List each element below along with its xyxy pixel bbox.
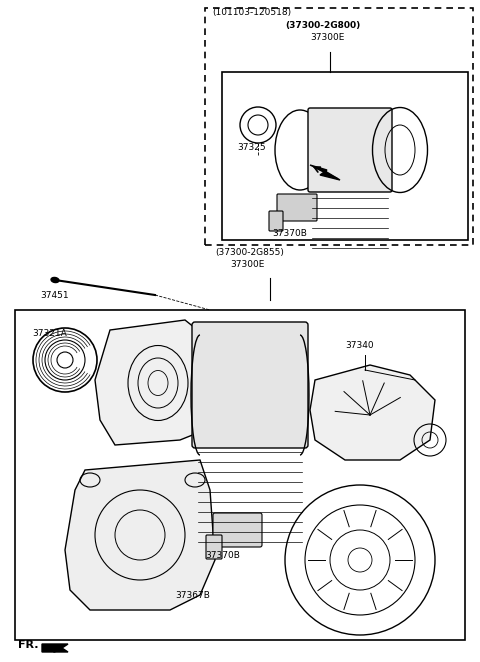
Text: 37367B: 37367B — [175, 591, 210, 600]
FancyBboxPatch shape — [206, 535, 222, 559]
FancyBboxPatch shape — [269, 211, 283, 231]
Polygon shape — [310, 365, 435, 460]
Text: 37340: 37340 — [345, 341, 373, 350]
Polygon shape — [95, 320, 215, 445]
Text: (101103-120518): (101103-120518) — [212, 8, 291, 17]
Text: 37321A: 37321A — [32, 329, 67, 338]
Text: 37370B: 37370B — [272, 229, 307, 238]
Text: 37451: 37451 — [40, 291, 69, 300]
Ellipse shape — [51, 277, 59, 283]
FancyBboxPatch shape — [308, 108, 392, 192]
Text: 37370B: 37370B — [205, 551, 240, 560]
Text: (37300-2G800): (37300-2G800) — [285, 21, 360, 30]
FancyBboxPatch shape — [192, 322, 308, 448]
Text: 37300E: 37300E — [230, 260, 264, 269]
Polygon shape — [310, 165, 340, 180]
Polygon shape — [42, 644, 68, 652]
Text: 37300E: 37300E — [310, 33, 344, 42]
Text: (37300-2G855): (37300-2G855) — [215, 248, 284, 257]
FancyBboxPatch shape — [277, 194, 317, 221]
Polygon shape — [65, 460, 215, 610]
Text: 37325: 37325 — [237, 143, 265, 152]
Text: FR.: FR. — [18, 640, 38, 650]
FancyBboxPatch shape — [213, 513, 262, 547]
